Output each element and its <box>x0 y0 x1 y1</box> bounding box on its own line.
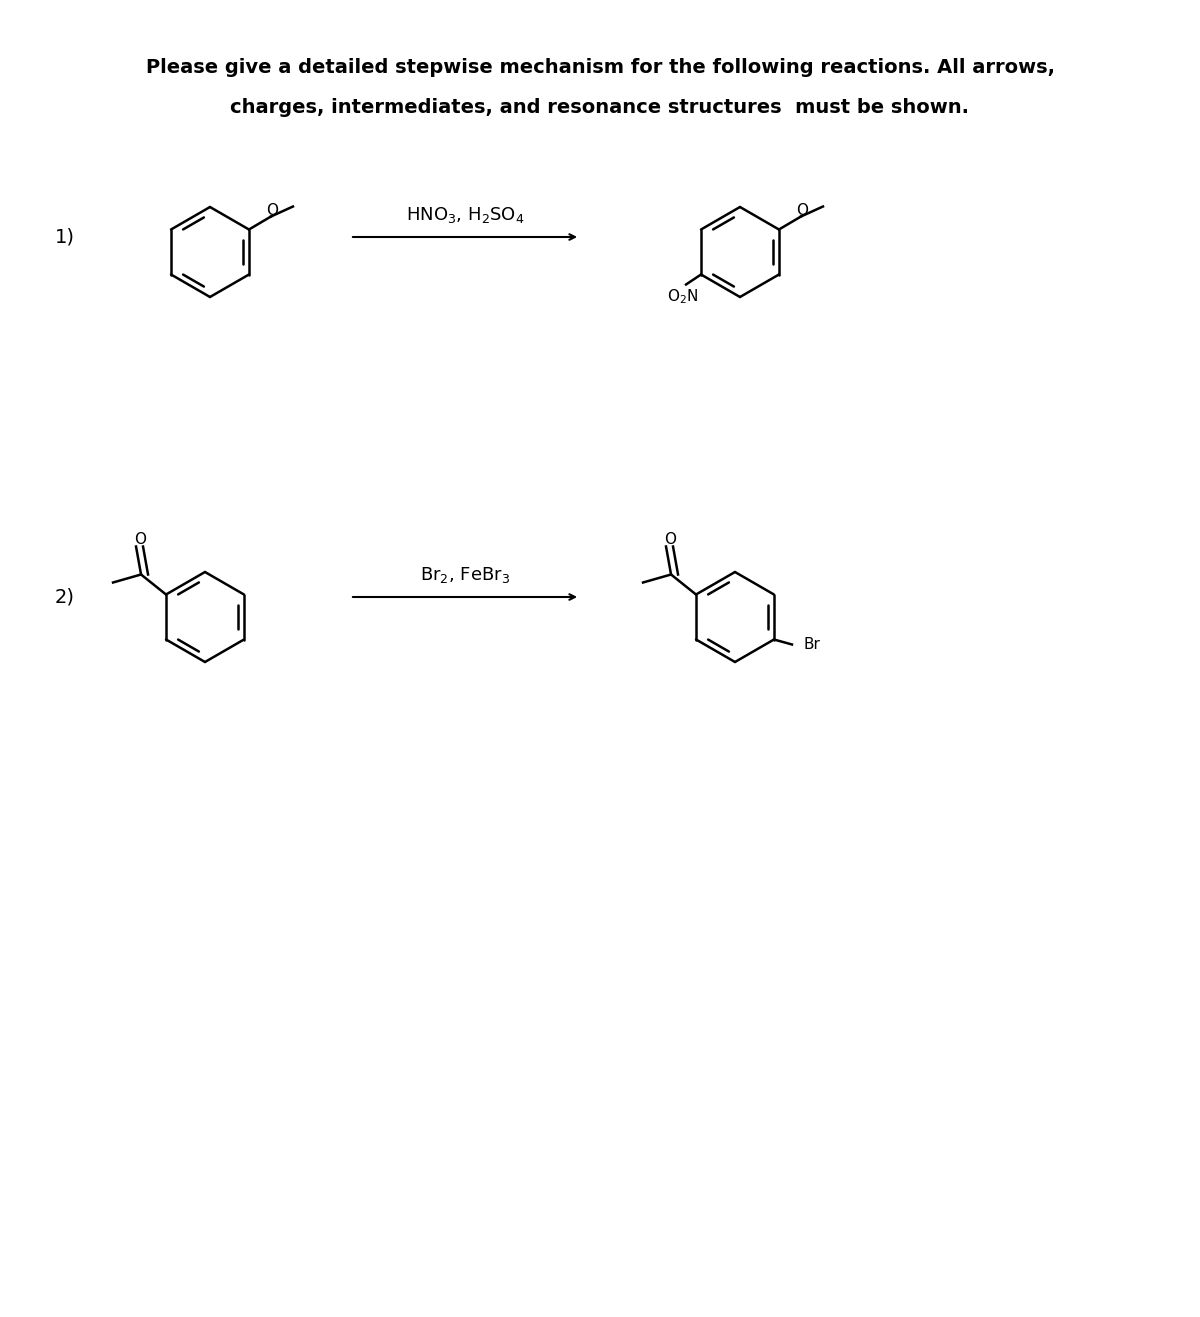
Text: HNO$_3$, H$_2$SO$_4$: HNO$_3$, H$_2$SO$_4$ <box>406 205 524 225</box>
Text: Br$_2$, FeBr$_3$: Br$_2$, FeBr$_3$ <box>420 565 510 585</box>
Text: O: O <box>664 532 676 547</box>
Text: O: O <box>266 203 278 219</box>
Text: 2): 2) <box>55 587 74 607</box>
Text: Br: Br <box>804 637 821 652</box>
Text: O$_2$N: O$_2$N <box>667 287 698 306</box>
Text: 1): 1) <box>55 228 74 246</box>
Text: O: O <box>134 532 146 547</box>
Text: O: O <box>796 203 808 219</box>
Text: Please give a detailed stepwise mechanism for the following reactions. All arrow: Please give a detailed stepwise mechanis… <box>145 58 1055 76</box>
Text: charges, intermediates, and resonance structures  must be shown.: charges, intermediates, and resonance st… <box>230 97 970 116</box>
